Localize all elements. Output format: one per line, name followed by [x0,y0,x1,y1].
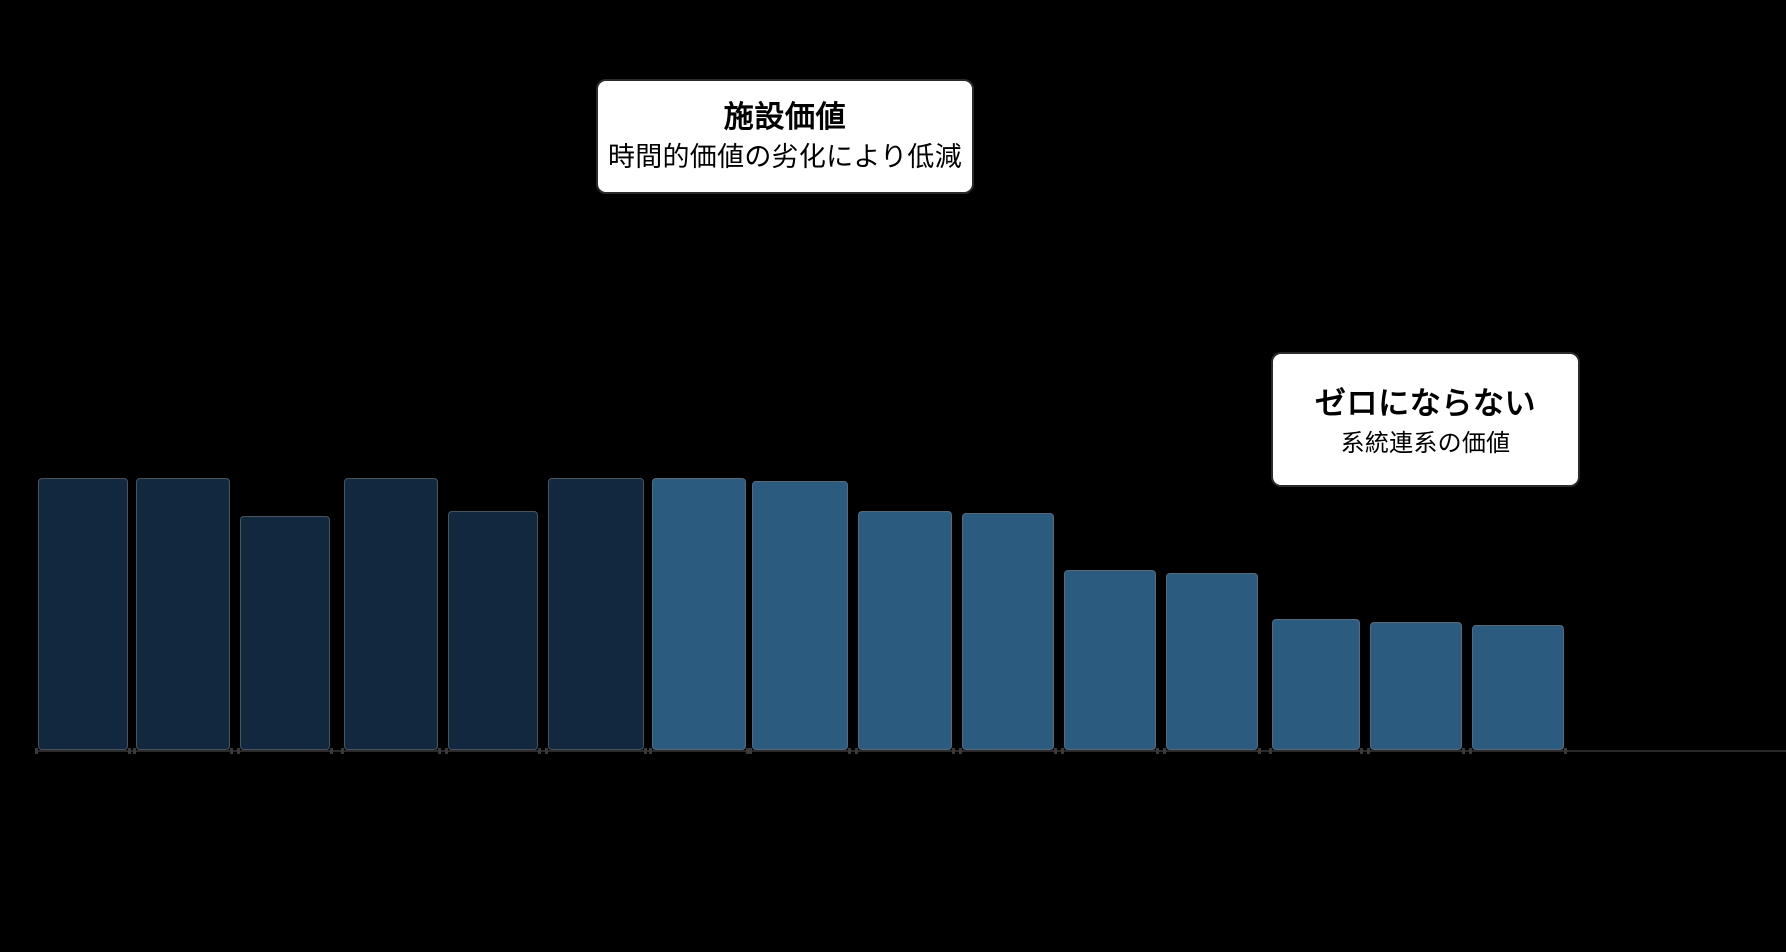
bar-5[interactable] [448,511,538,750]
x-axis-tick [445,748,448,754]
x-axis-tick [855,748,858,754]
bar-15[interactable] [1472,625,1564,750]
x-axis-tick [545,748,548,754]
x-axis-tick [1269,748,1272,754]
callout-facility-value-title: 施設価値 [723,101,847,134]
bar-3[interactable] [240,516,330,750]
x-axis-tick [749,748,752,754]
x-axis-tick [644,748,647,754]
callout-never-zero-title: ゼロにならない [1314,386,1537,421]
bar-11[interactable] [1064,570,1156,750]
bar-14[interactable] [1370,622,1462,750]
bar-9[interactable] [858,511,952,750]
x-axis-tick [952,748,955,754]
x-axis-tick [1258,748,1261,754]
x-axis-tick [341,748,344,754]
x-axis-tick [35,748,38,754]
x-axis-tick [1163,748,1166,754]
x-axis-tick [1367,748,1370,754]
x-axis-tick [848,748,851,754]
x-axis-tick [330,748,333,754]
x-axis-tick [230,748,233,754]
x-axis-line [36,750,1786,752]
bar-1[interactable] [38,478,128,750]
x-axis-tick [1061,748,1064,754]
bar-8[interactable] [752,481,848,750]
bar-10[interactable] [962,513,1054,750]
x-axis-tick [959,748,962,754]
x-axis-tick [746,748,749,754]
bar-4[interactable] [344,478,438,750]
x-axis-tick [1469,748,1472,754]
callout-never-zero-subtitle: 系統連系の価値 [1340,431,1511,457]
bar-12[interactable] [1166,573,1258,750]
callout-facility-value: 施設価値 時間的価値の劣化により低減 [596,79,974,194]
x-axis-tick [237,748,240,754]
x-axis-tick [438,748,441,754]
x-axis-tick [133,748,136,754]
x-axis-tick [1564,748,1567,754]
bar-6[interactable] [548,478,644,750]
x-axis-tick [1054,748,1057,754]
callout-never-zero: ゼロにならない 系統連系の価値 [1271,352,1580,487]
x-axis-tick [1462,748,1465,754]
x-axis-tick [538,748,541,754]
bar-7[interactable] [652,478,746,750]
callout-facility-value-subtitle: 時間的価値の劣化により低減 [608,142,962,172]
x-axis-tick [1360,748,1363,754]
bar-13[interactable] [1272,619,1360,750]
x-axis-tick [1156,748,1159,754]
x-axis-tick [649,748,652,754]
x-axis-tick [128,748,131,754]
bar-2[interactable] [136,478,230,750]
